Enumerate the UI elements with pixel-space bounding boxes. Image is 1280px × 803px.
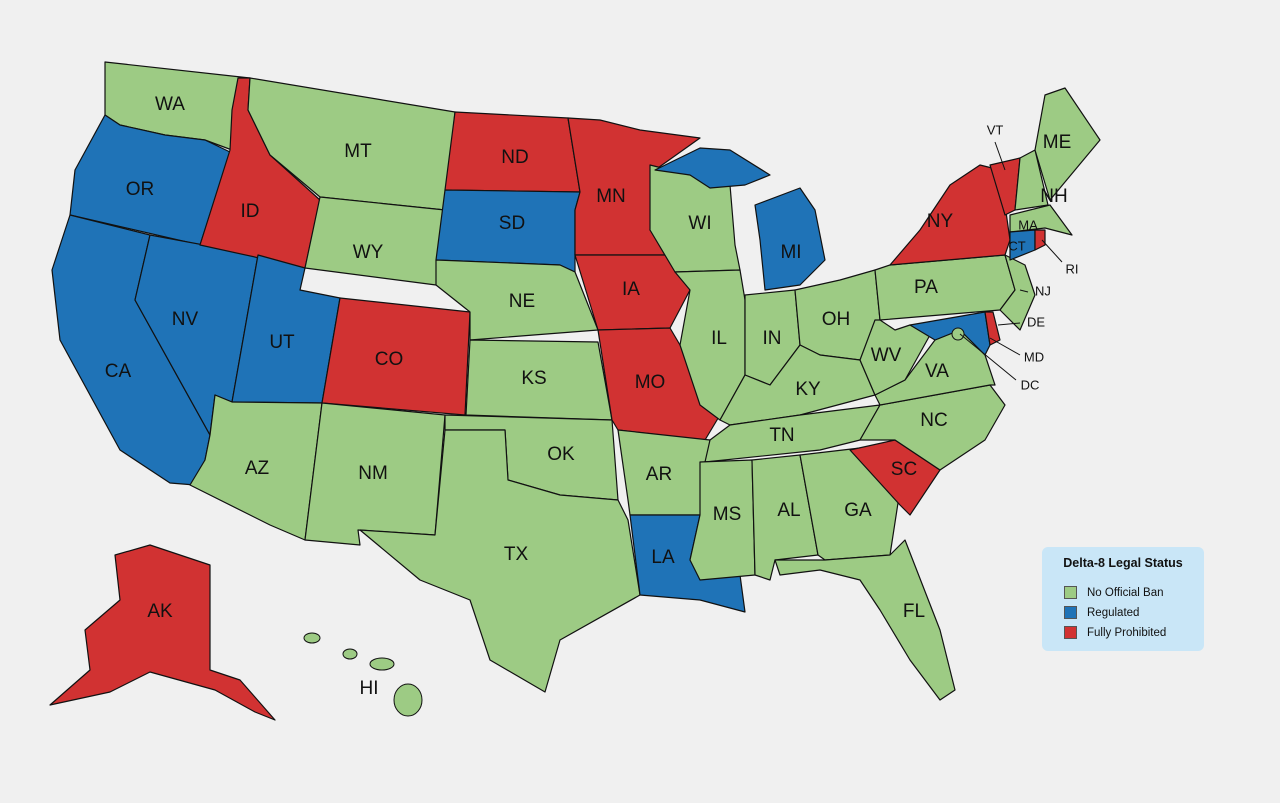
state-label-sd: SD (499, 213, 525, 234)
legend-item-no-official-ban: No Official Ban (1064, 586, 1164, 599)
legend-label: No Official Ban (1087, 586, 1164, 599)
state-label-wv: WV (871, 345, 902, 366)
state-label-nv: NV (172, 309, 199, 330)
state-label-mt: MT (344, 141, 372, 162)
state-label-ks: KS (521, 368, 546, 389)
state-label-ri: RI (1066, 261, 1079, 276)
label-leader-line (959, 333, 1017, 381)
state-hi (342, 648, 358, 660)
state-label-co: CO (375, 349, 404, 370)
state-fl (774, 539, 956, 701)
state-ne (435, 259, 599, 341)
state-hi (303, 632, 321, 644)
state-label-mn: MN (596, 186, 626, 207)
state-dc (951, 327, 965, 341)
state-mo (597, 327, 721, 441)
label-leader-line (1041, 239, 1063, 263)
state-label-me: ME (1043, 132, 1072, 153)
state-label-wi: WI (688, 213, 711, 234)
state-label-ct: CT (1008, 238, 1025, 253)
state-mi (654, 147, 771, 189)
state-label-ky: KY (795, 379, 821, 400)
state-ny (889, 164, 1011, 266)
state-label-nj: NJ (1035, 283, 1051, 298)
state-label-in: IN (763, 328, 782, 349)
legend-label: Fully Prohibited (1087, 626, 1167, 639)
state-label-mi: MI (780, 242, 801, 263)
state-label-ok: OK (547, 444, 575, 465)
label-leader-line (989, 337, 1021, 356)
state-ma (1009, 204, 1073, 236)
state-label-ak: AK (147, 601, 173, 622)
state-label-az: AZ (245, 458, 270, 479)
state-wy (304, 196, 446, 286)
state-sc (849, 439, 941, 516)
state-label-ny: NY (927, 211, 954, 232)
state-hi (369, 657, 395, 671)
state-label-md: MD (1024, 349, 1044, 364)
label-leader-line (994, 141, 1006, 171)
state-label-vt: VT (987, 122, 1004, 137)
state-ri (1034, 229, 1046, 251)
state-label-al: AL (777, 500, 800, 521)
state-label-nc: NC (920, 410, 947, 431)
state-label-ne: NE (509, 291, 535, 312)
state-label-hi: HI (360, 678, 379, 699)
state-label-il: IL (711, 328, 727, 349)
state-label-wy: WY (353, 242, 384, 263)
legend: Delta-8 Legal Status No Official Ban Reg… (1042, 547, 1204, 651)
legend-swatch-blue (1064, 606, 1077, 619)
state-mi (754, 187, 826, 291)
state-label-ca: CA (105, 361, 132, 382)
state-label-sc: SC (891, 459, 917, 480)
state-ak (49, 544, 276, 721)
state-nj (999, 254, 1036, 331)
state-label-oh: OH (822, 309, 851, 330)
state-label-dc: DC (1021, 377, 1040, 392)
state-label-ia: IA (622, 279, 640, 300)
state-label-wa: WA (155, 94, 185, 115)
state-label-ms: MS (713, 504, 742, 525)
legend-label: Regulated (1087, 606, 1140, 619)
state-label-fl: FL (903, 601, 925, 622)
legend-item-fully-prohibited: Fully Prohibited (1064, 626, 1166, 639)
label-leader-line (997, 322, 1021, 326)
state-label-mo: MO (635, 372, 666, 393)
state-label-ar: AR (646, 464, 672, 485)
state-label-de: DE (1027, 314, 1045, 329)
state-label-ma: MA (1018, 217, 1038, 232)
legend-swatch-green (1064, 586, 1077, 599)
legend-swatch-red (1064, 626, 1077, 639)
state-label-tn: TN (769, 425, 794, 446)
legend-item-regulated: Regulated (1064, 606, 1139, 619)
state-label-nd: ND (501, 147, 528, 168)
state-tx (359, 429, 641, 693)
state-label-va: VA (925, 361, 949, 382)
state-me (1034, 87, 1101, 201)
state-label-ga: GA (844, 500, 872, 521)
state-label-or: OR (126, 179, 155, 200)
state-ia (574, 254, 691, 331)
state-de (984, 311, 1001, 346)
state-label-tx: TX (504, 544, 529, 565)
label-leader-line (1019, 289, 1029, 293)
legend-title: Delta-8 Legal Status (1063, 556, 1183, 570)
state-label-id: ID (241, 201, 260, 222)
state-hi (393, 683, 423, 717)
state-label-la: LA (651, 547, 675, 568)
state-label-nh: NH (1040, 186, 1067, 207)
state-label-ut: UT (269, 332, 295, 353)
state-label-pa: PA (914, 277, 938, 298)
state-label-nm: NM (358, 463, 388, 484)
